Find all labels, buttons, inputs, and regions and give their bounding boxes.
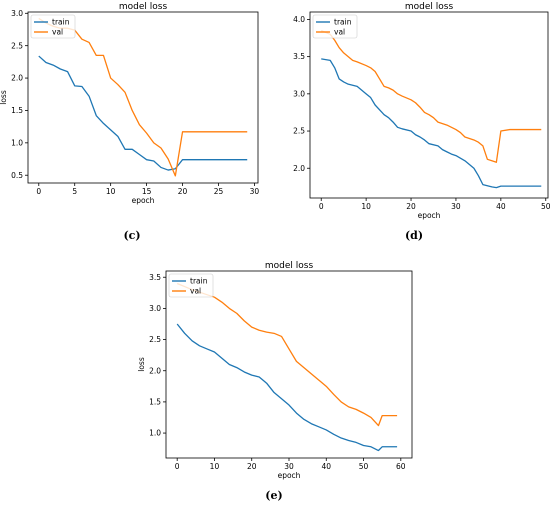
legend-label-train: train (190, 277, 208, 286)
y-tick-label: 2.5 (293, 127, 305, 136)
series-line-val (176, 282, 398, 427)
y-tick-label: 3.0 (293, 89, 305, 98)
y-axis-label: loss (0, 90, 8, 105)
x-tick-label: 10 (106, 187, 116, 196)
y-tick-label: 2.0 (293, 164, 305, 173)
x-tick-label: 0 (319, 202, 324, 211)
legend-label-val: val (334, 28, 345, 37)
x-tick-label: 25 (214, 187, 224, 196)
x-tick-label: 0 (36, 187, 41, 196)
x-tick-label: 0 (175, 462, 180, 471)
x-tick-label: 10 (361, 202, 371, 211)
y-tick-label: 1.5 (11, 106, 23, 115)
y-axis-label: loss (137, 357, 146, 372)
axes-frame (165, 270, 413, 459)
x-axis-label: epoch (418, 211, 441, 220)
series-line-train (176, 323, 398, 452)
legend-label-val: val (52, 28, 63, 37)
chart-panel-d: 0 10 20 30 40 50 2.0 2.5 3.0 3.5 4.0 model loss epoc… (293, 2, 550, 242)
panel-caption: (c) (123, 229, 140, 242)
x-tick-label: 15 (142, 187, 152, 196)
series-line-val (38, 17, 248, 177)
x-tick-label: 40 (496, 202, 506, 211)
y-tick-label: 1.0 (11, 138, 23, 147)
axes-frame (27, 11, 259, 184)
series-line-train (321, 58, 542, 189)
x-axis-label: epoch (132, 196, 155, 205)
axes-frame (309, 11, 549, 199)
panel-caption: (d) (405, 229, 423, 242)
y-tick-label: 2.0 (11, 74, 23, 83)
chart-panel-c: 0 5 10 15 20 25 30 0.5 1.0 1.5 2.0 2.5 3.0 model loss… (0, 2, 259, 242)
series-line-train (38, 55, 248, 171)
x-tick-label: 50 (359, 462, 369, 471)
x-tick-label: 30 (250, 187, 260, 196)
x-tick-label: 40 (321, 462, 331, 471)
y-tick-label: 0.5 (11, 171, 23, 180)
y-tick-label: 2.5 (149, 335, 161, 344)
y-tick-label: 1.5 (149, 398, 161, 407)
x-tick-label: 20 (247, 462, 257, 471)
x-tick-label: 5 (72, 187, 77, 196)
y-tick-label: 3.0 (11, 9, 23, 18)
x-tick-label: 10 (210, 462, 220, 471)
y-tick-label: 3.5 (149, 273, 161, 282)
chart-title: model loss (265, 261, 314, 271)
y-tick-label: 2.5 (11, 41, 23, 50)
y-tick-label: 1.0 (149, 429, 161, 438)
y-tick-label: 3.5 (293, 52, 305, 61)
x-tick-label: 50 (541, 202, 550, 211)
y-tick-label: 2.0 (149, 366, 161, 375)
x-tick-label: 30 (284, 462, 294, 471)
series-line-val (320, 29, 542, 163)
legend-label-train: train (334, 18, 352, 27)
x-tick-label: 30 (451, 202, 461, 211)
x-tick-label: 60 (396, 462, 406, 471)
y-tick-label: 3.0 (149, 304, 161, 313)
x-tick-label: 20 (178, 187, 188, 196)
x-axis-label: epoch (278, 471, 301, 480)
legend-label-train: train (52, 18, 70, 27)
panel-caption: (e) (265, 489, 282, 502)
chart-title: model loss (405, 2, 454, 12)
chart-panel-e: 0 10 20 30 40 50 60 1.0 1.5 2.0 2.5 3.0 3.5 model los… (137, 261, 413, 502)
chart-title: model loss (119, 2, 168, 12)
x-tick-label: 20 (406, 202, 416, 211)
y-tick-label: 4.0 (293, 15, 305, 24)
legend-label-val: val (190, 287, 201, 296)
